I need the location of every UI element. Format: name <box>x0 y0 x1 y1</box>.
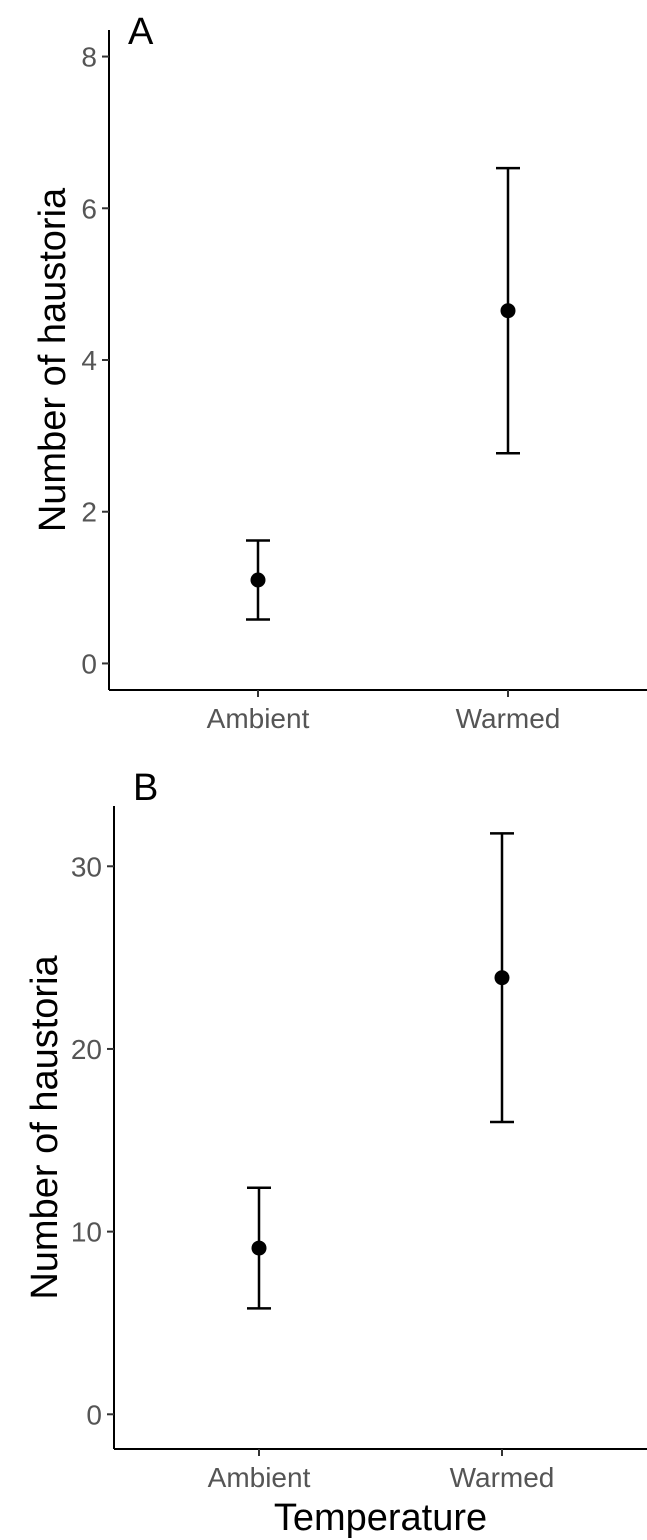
y-tick-label: 0 <box>81 648 97 679</box>
x-tick-label: Warmed <box>450 1462 555 1493</box>
data-point-warmed <box>494 970 510 986</box>
y-tick-label: 10 <box>71 1217 102 1248</box>
y-tick-label: 6 <box>81 193 97 224</box>
y-tick-label: 4 <box>81 345 97 376</box>
x-tick-label: Ambient <box>208 1462 311 1493</box>
y-tick-label: 20 <box>71 1034 102 1065</box>
y-tick-label: 30 <box>71 851 102 882</box>
panel-b: B 0 10 20 30 Ambient Warmed Number of haustoria… <box>24 767 647 1539</box>
data-point-ambient <box>250 572 266 588</box>
x-tick-label: Warmed <box>456 703 561 734</box>
panel-label: A <box>128 11 154 53</box>
panel-label: B <box>133 767 158 809</box>
y-axis-title: Number of haustoria <box>24 955 66 1300</box>
y-tick-label: 0 <box>86 1399 102 1430</box>
y-tick-label: 8 <box>81 42 97 73</box>
x-tick-label: Ambient <box>207 703 310 734</box>
panel-a: A 0 2 4 6 8 Ambient Warmed Number of haustoria <box>32 11 647 734</box>
x-axis-title: Temperature <box>274 1497 487 1539</box>
y-axis-title: Number of haustoria <box>32 187 74 532</box>
y-tick-label: 2 <box>81 497 97 528</box>
data-point-warmed <box>500 303 516 319</box>
data-point-ambient <box>251 1240 267 1256</box>
